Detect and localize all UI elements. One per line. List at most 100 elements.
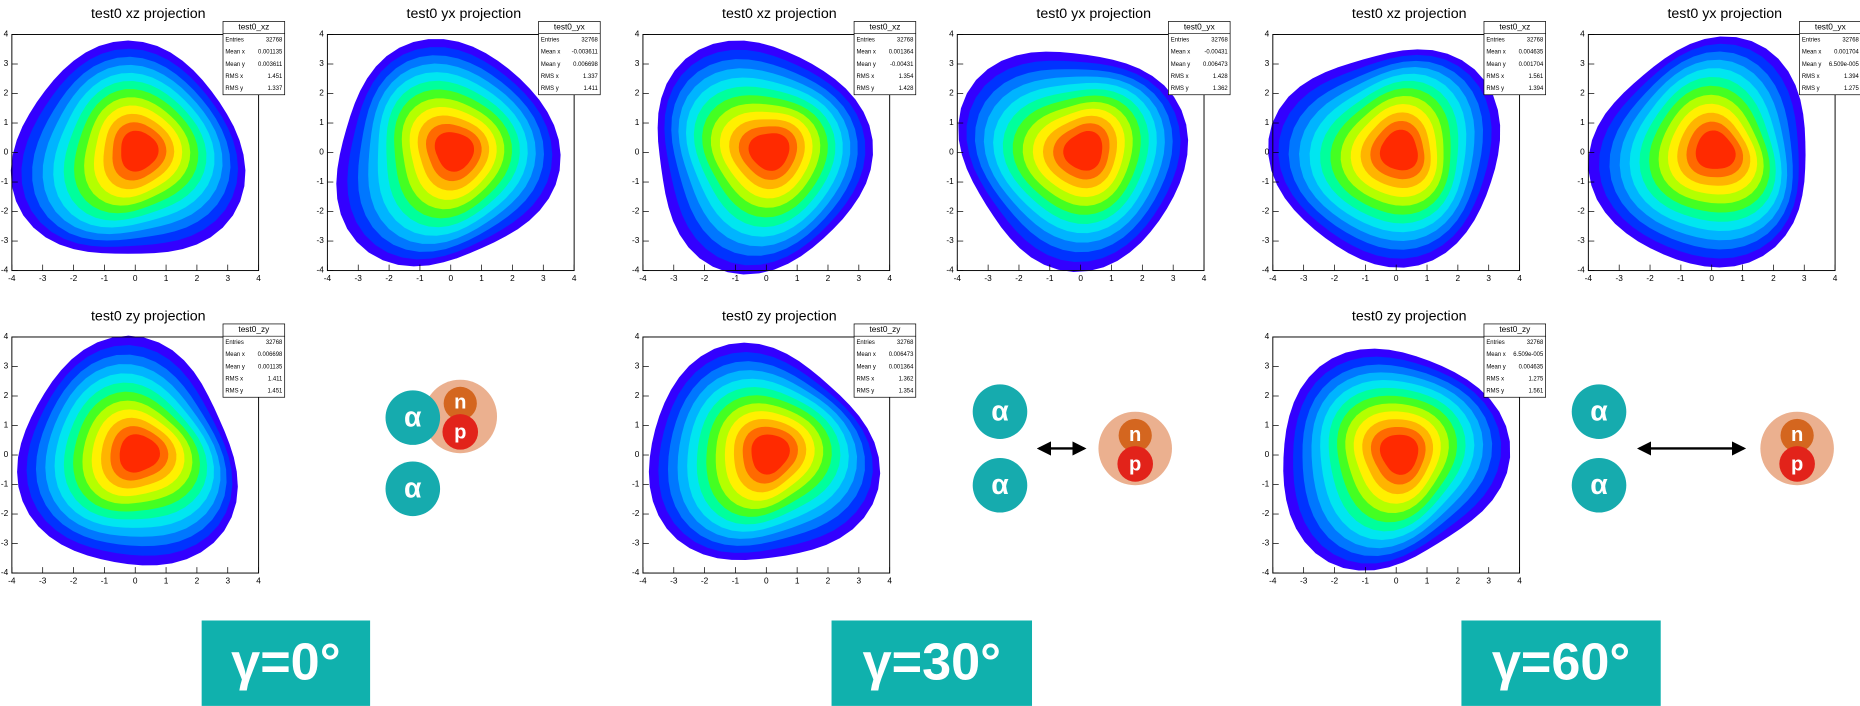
stats-key: RMS y	[1486, 389, 1504, 395]
y-tick-label: -4	[632, 265, 640, 275]
x-tick-label: -2	[1646, 273, 1654, 283]
plot-title: test0 xz projection	[91, 6, 206, 22]
y-tick-label: 4	[1580, 29, 1585, 39]
x-tick-label: 3	[225, 576, 230, 586]
x-tick-label: -4	[1269, 576, 1277, 586]
x-tick-label: -4	[8, 576, 16, 586]
y-tick-label: -4	[632, 567, 640, 577]
stats-key: Entries	[1486, 37, 1504, 43]
x-tick-label: -1	[732, 273, 740, 283]
plot-title: test0 yx projection	[407, 6, 522, 22]
x-tick-label: 3	[1486, 273, 1491, 283]
stats-value: 32768	[581, 37, 598, 43]
stats-value: 0.001704	[1519, 62, 1544, 68]
stats-key: RMS x	[1802, 74, 1820, 80]
x-tick-label: 1	[1109, 273, 1114, 283]
y-tick-label: -1	[1, 479, 9, 489]
x-tick-label: -4	[954, 273, 962, 283]
stats-value: 1.337	[267, 86, 282, 92]
stats-key: RMS y	[856, 86, 874, 92]
stats-key: Entries	[856, 340, 874, 346]
stats-key: RMS x	[1486, 376, 1504, 382]
alpha-label: α	[991, 395, 1009, 427]
y-tick-label: 3	[635, 58, 640, 68]
figure: test0 xz projection -4 -3 -2 -1 0 1 2 3 4 -4 -3 -2 -1…	[0, 0, 1860, 706]
stats-key: Mean y	[541, 62, 560, 68]
y-tick-label: -3	[1, 235, 9, 245]
stats-value: 32768	[897, 340, 914, 346]
stats-key: RMS y	[225, 389, 243, 395]
stats-key: RMS y	[1486, 86, 1504, 92]
stats-name: test0_zy	[238, 324, 270, 334]
x-tick-label: 4	[1517, 273, 1522, 283]
y-tick-label: 4	[635, 331, 640, 341]
x-tick-label: -3	[39, 273, 47, 283]
y-tick-label: -2	[1, 206, 9, 216]
y-tick-label: -3	[946, 235, 954, 245]
y-tick-label: -4	[316, 265, 324, 275]
stats-value: 0.004635	[1519, 50, 1544, 56]
plot-title: test0 xz projection	[722, 6, 837, 22]
plot-title: test0 zy projection	[91, 309, 206, 325]
y-tick-label: 3	[4, 361, 9, 371]
x-tick-label: 4	[1202, 273, 1207, 283]
stats-key: Mean x	[1486, 50, 1505, 56]
plot-panel: test0 xz projection-4-3-2-101234-4-3-2-1…	[632, 6, 916, 283]
stats-box	[854, 324, 916, 397]
x-tick-label: 2	[1140, 273, 1145, 283]
alpha-label: α	[404, 473, 422, 505]
x-tick-label: -4	[324, 273, 332, 283]
y-tick-label: 2	[1580, 88, 1585, 98]
x-tick-label: 3	[541, 273, 546, 283]
stats-value: 1.561	[1528, 389, 1543, 395]
stats-box	[539, 21, 601, 94]
x-tick-label: 0	[448, 273, 453, 283]
stats-value: 0.001704	[1834, 50, 1859, 56]
stats-value: 0.001364	[889, 50, 914, 56]
y-tick-label: 3	[949, 58, 954, 68]
x-tick-label: -1	[101, 273, 109, 283]
x-tick-label: 2	[195, 273, 200, 283]
stats-name: test0_zy	[1499, 324, 1531, 334]
stats-key: Entries	[1802, 37, 1820, 43]
stats-value: 1.561	[1528, 74, 1543, 80]
stats-value: 1.428	[1213, 74, 1229, 80]
alpha-label: α	[404, 401, 422, 433]
x-tick-label: 3	[1802, 273, 1807, 283]
stats-value: -0.003611	[572, 50, 598, 56]
y-tick-label: 2	[1265, 390, 1270, 400]
y-tick-label: -4	[1262, 265, 1270, 275]
y-tick-label: -1	[316, 176, 324, 186]
y-tick-label: 1	[1265, 420, 1270, 430]
x-tick-label: -3	[1300, 576, 1308, 586]
stats-key: RMS y	[225, 86, 243, 92]
x-tick-label: -3	[670, 273, 678, 283]
x-tick-label: -2	[70, 576, 78, 586]
y-tick-label: 4	[635, 29, 640, 39]
y-tick-label: 2	[1265, 88, 1270, 98]
x-tick-label: 1	[479, 273, 484, 283]
x-tick-label: 0	[764, 273, 769, 283]
y-tick-label: -2	[632, 206, 640, 216]
x-tick-label: -1	[1046, 273, 1054, 283]
y-tick-label: -2	[1, 508, 9, 518]
y-tick-label: 1	[1580, 117, 1585, 127]
stats-key: RMS y	[541, 86, 559, 92]
x-tick-label: 4	[887, 576, 892, 586]
stats-key: Mean y	[225, 364, 244, 370]
stats-key: Mean y	[1486, 62, 1505, 68]
y-tick-label: 0	[1580, 147, 1585, 157]
x-tick-label: 4	[256, 576, 261, 586]
y-tick-label: 0	[1265, 449, 1270, 459]
stats-value: 1.362	[899, 376, 914, 382]
x-tick-label: -2	[1331, 576, 1339, 586]
stats-value: 32768	[1211, 37, 1228, 43]
x-tick-label: -3	[984, 273, 992, 283]
x-tick-label: 2	[1456, 273, 1461, 283]
y-tick-label: -1	[632, 479, 640, 489]
x-tick-label: -1	[101, 576, 109, 586]
stats-value: 1.394	[1528, 86, 1544, 92]
x-tick-label: 2	[1456, 576, 1461, 586]
